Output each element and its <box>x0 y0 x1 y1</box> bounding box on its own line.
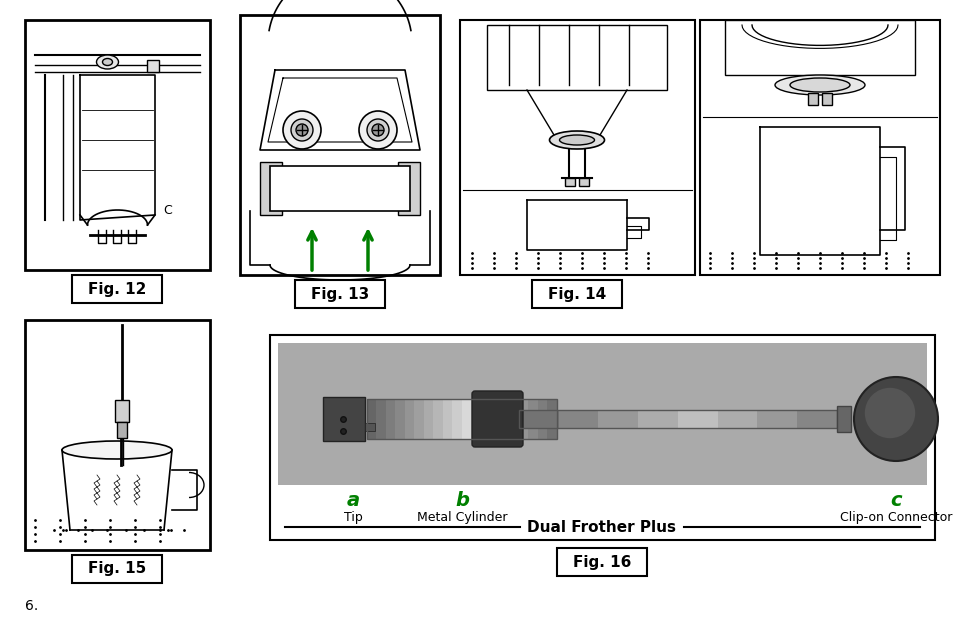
Text: 6.: 6. <box>25 599 38 613</box>
FancyBboxPatch shape <box>414 399 424 439</box>
Ellipse shape <box>295 124 308 136</box>
FancyBboxPatch shape <box>480 399 491 439</box>
Ellipse shape <box>283 111 320 149</box>
Text: Dual Frother Plus: Dual Frother Plus <box>527 520 676 535</box>
Text: Fig. 15: Fig. 15 <box>88 562 146 577</box>
FancyBboxPatch shape <box>423 399 434 439</box>
FancyBboxPatch shape <box>459 20 695 275</box>
Ellipse shape <box>96 55 118 69</box>
FancyBboxPatch shape <box>461 399 472 439</box>
FancyBboxPatch shape <box>270 335 934 540</box>
FancyBboxPatch shape <box>486 25 666 90</box>
Text: Clip-on Connector: Clip-on Connector <box>839 512 951 525</box>
Text: Fig. 12: Fig. 12 <box>88 282 146 297</box>
Ellipse shape <box>789 78 849 92</box>
Text: c: c <box>889 491 901 509</box>
FancyBboxPatch shape <box>557 548 646 576</box>
FancyBboxPatch shape <box>25 320 210 550</box>
FancyBboxPatch shape <box>117 422 127 438</box>
FancyBboxPatch shape <box>260 162 282 215</box>
FancyBboxPatch shape <box>638 410 679 428</box>
FancyBboxPatch shape <box>509 399 519 439</box>
FancyBboxPatch shape <box>25 20 210 270</box>
FancyBboxPatch shape <box>294 280 385 308</box>
FancyBboxPatch shape <box>578 178 588 186</box>
FancyBboxPatch shape <box>518 410 836 428</box>
FancyBboxPatch shape <box>518 399 529 439</box>
Text: Fig. 13: Fig. 13 <box>311 287 369 302</box>
FancyBboxPatch shape <box>376 399 387 439</box>
FancyBboxPatch shape <box>532 280 621 308</box>
FancyBboxPatch shape <box>472 391 522 447</box>
FancyBboxPatch shape <box>700 20 939 275</box>
Ellipse shape <box>853 377 937 461</box>
FancyBboxPatch shape <box>757 410 798 428</box>
Ellipse shape <box>367 119 389 141</box>
FancyBboxPatch shape <box>323 397 365 441</box>
Ellipse shape <box>372 124 384 136</box>
FancyBboxPatch shape <box>564 178 575 186</box>
FancyBboxPatch shape <box>678 410 718 428</box>
Ellipse shape <box>102 59 112 66</box>
Ellipse shape <box>549 131 604 149</box>
FancyBboxPatch shape <box>367 399 377 439</box>
FancyBboxPatch shape <box>598 410 639 428</box>
Text: Tip: Tip <box>343 512 362 525</box>
FancyBboxPatch shape <box>115 400 129 422</box>
FancyBboxPatch shape <box>71 555 162 583</box>
Text: Fig. 16: Fig. 16 <box>572 554 631 570</box>
Ellipse shape <box>62 441 172 459</box>
FancyBboxPatch shape <box>433 399 443 439</box>
Text: b: b <box>455 491 469 509</box>
FancyBboxPatch shape <box>717 410 758 428</box>
Ellipse shape <box>863 388 914 438</box>
FancyBboxPatch shape <box>724 20 914 75</box>
Ellipse shape <box>558 135 594 145</box>
Text: C: C <box>163 203 172 216</box>
FancyBboxPatch shape <box>240 15 439 275</box>
FancyBboxPatch shape <box>405 399 416 439</box>
FancyBboxPatch shape <box>797 410 837 428</box>
FancyBboxPatch shape <box>518 410 559 428</box>
FancyBboxPatch shape <box>807 93 817 105</box>
FancyBboxPatch shape <box>386 399 396 439</box>
FancyBboxPatch shape <box>442 399 453 439</box>
FancyBboxPatch shape <box>148 60 159 72</box>
Text: Metal Cylinder: Metal Cylinder <box>416 512 507 525</box>
FancyBboxPatch shape <box>836 406 850 432</box>
Ellipse shape <box>291 119 313 141</box>
FancyBboxPatch shape <box>452 399 462 439</box>
FancyBboxPatch shape <box>547 399 558 439</box>
FancyBboxPatch shape <box>395 399 406 439</box>
Text: a: a <box>346 491 359 509</box>
Ellipse shape <box>358 111 396 149</box>
FancyBboxPatch shape <box>471 399 481 439</box>
FancyBboxPatch shape <box>71 275 162 303</box>
FancyBboxPatch shape <box>499 399 510 439</box>
FancyBboxPatch shape <box>490 399 500 439</box>
FancyBboxPatch shape <box>365 423 375 431</box>
FancyBboxPatch shape <box>397 162 419 215</box>
FancyBboxPatch shape <box>558 410 598 428</box>
FancyBboxPatch shape <box>537 399 548 439</box>
Ellipse shape <box>774 75 864 95</box>
FancyBboxPatch shape <box>528 399 538 439</box>
FancyBboxPatch shape <box>277 343 926 485</box>
Text: Fig. 14: Fig. 14 <box>547 287 605 302</box>
FancyBboxPatch shape <box>270 166 410 211</box>
FancyBboxPatch shape <box>821 93 831 105</box>
